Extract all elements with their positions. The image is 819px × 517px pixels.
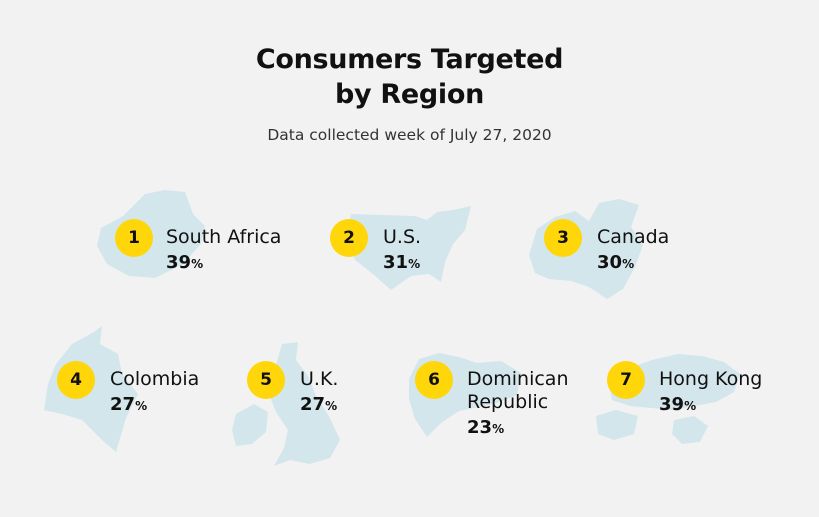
region-percentage: 39% <box>659 394 697 415</box>
region-percentage: 27% <box>300 394 338 415</box>
rank-badge: 2 <box>330 219 368 257</box>
region-name: South Africa <box>166 226 282 248</box>
region-name: U.K. <box>300 368 339 390</box>
region-name: Canada <box>597 226 670 248</box>
title-line-2: by Region <box>334 79 485 110</box>
region-percentage: 23% <box>467 417 505 438</box>
rank-badge: 7 <box>607 361 645 399</box>
region-name: Hong Kong <box>659 368 763 390</box>
title-line-1: Consumers Targeted <box>255 44 564 75</box>
rank-badge: 3 <box>544 219 582 257</box>
region-percentage: 27% <box>110 394 148 415</box>
region-name-line-2: Republic <box>467 391 549 413</box>
region-name: Colombia <box>110 368 200 390</box>
region-percentage: 30% <box>597 252 635 273</box>
rank-badge: 5 <box>247 361 285 399</box>
page-title: Consumers Targeted by Region <box>0 42 819 112</box>
rank-badge: 4 <box>57 361 95 399</box>
region-percentage: 39% <box>166 252 204 273</box>
us-map-icon <box>345 204 475 296</box>
rank-badge: 6 <box>415 361 453 399</box>
page-subtitle: Data collected week of July 27, 2020 <box>267 126 552 144</box>
uk-map-icon <box>230 340 342 468</box>
region-percentage: 31% <box>383 252 421 273</box>
rank-badge: 1 <box>115 219 153 257</box>
region-name: U.S. <box>383 226 422 248</box>
region-name-line-1: Dominican <box>467 368 569 390</box>
